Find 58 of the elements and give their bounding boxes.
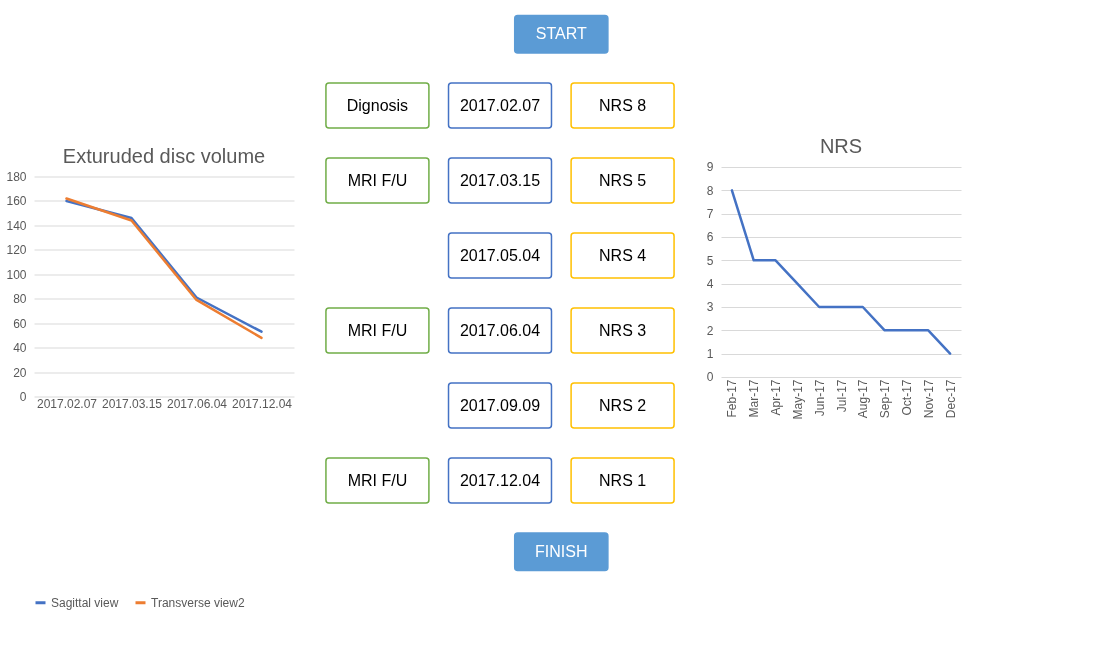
y-tick-label: 160 — [6, 194, 27, 209]
x-tick-label: Nov-17 — [921, 379, 936, 419]
x-tick-label: May-17 — [790, 379, 805, 420]
text: FINISH — [535, 542, 588, 560]
x-tick-label: Jul-17 — [834, 379, 849, 413]
x-tick-label: 2017.12.04 — [231, 397, 293, 411]
x-tick-label: 2017.03.15 — [101, 397, 163, 411]
text: NRS 8 — [599, 96, 647, 114]
x-tick-label: Aug-17 — [856, 379, 871, 419]
text: 2017.05.04 — [459, 246, 541, 264]
x-tick-label: Feb-17 — [725, 379, 740, 418]
text: NRS 4 — [599, 246, 647, 264]
y-tick-label: 5 — [706, 253, 714, 268]
text: 2017.06.04 — [459, 321, 541, 339]
text: 2017.09.09 — [459, 396, 541, 414]
y-tick-label: 20 — [13, 365, 27, 380]
y-tick-label: 1 — [706, 347, 714, 362]
y-tick-label: 60 — [13, 316, 27, 331]
legend-label: Sagittal view — [51, 595, 119, 610]
x-tick-label: Oct-17 — [899, 379, 914, 416]
text: NRS 3 — [599, 321, 647, 339]
y-tick-label: 40 — [13, 341, 27, 356]
line-series — [730, 189, 952, 355]
x-tick-label: Dec-17 — [943, 379, 958, 419]
y-tick-label: 2 — [706, 323, 714, 338]
text: NRS 2 — [599, 396, 647, 414]
x-tick-label: Sep-17 — [878, 379, 893, 419]
y-tick-label: 8 — [706, 183, 714, 198]
text: MRI F/U — [347, 321, 408, 339]
y-tick-label: 3 — [706, 300, 714, 315]
x-tick-label: 2017.02.07 — [36, 397, 98, 411]
x-tick-label: Mar-17 — [747, 379, 762, 418]
chart-title: Exturuded disc volume — [62, 144, 266, 167]
y-tick-label: 140 — [6, 218, 27, 233]
legend-label: Transverse view2 — [151, 595, 245, 610]
y-tick-label: 7 — [706, 207, 714, 222]
y-tick-label: 100 — [6, 267, 27, 282]
y-tick-label: 4 — [706, 277, 714, 292]
y-tick-label: 80 — [13, 292, 27, 307]
y-tick-label: 0 — [706, 370, 714, 385]
text: 2017.02.07 — [459, 96, 541, 114]
x-tick-label: 2017.06.04 — [166, 397, 228, 411]
text: Dignosis — [346, 96, 409, 114]
text: START — [535, 25, 587, 43]
y-tick-label: 9 — [706, 160, 714, 175]
y-tick-label: 6 — [706, 230, 714, 245]
y-tick-label: 0 — [19, 390, 27, 404]
text: MRI F/U — [347, 471, 408, 489]
text: 2017.12.04 — [459, 471, 541, 489]
chart-title: NRS — [819, 134, 863, 157]
text: NRS 1 — [599, 471, 647, 489]
y-tick-label: 180 — [6, 170, 27, 184]
text: NRS 5 — [599, 171, 647, 189]
x-tick-label: Jun-17 — [812, 379, 827, 417]
x-tick-label: Apr-17 — [769, 379, 784, 416]
text: MRI F/U — [347, 171, 408, 189]
text: 2017.03.15 — [459, 171, 541, 189]
y-tick-label: 120 — [6, 243, 27, 258]
